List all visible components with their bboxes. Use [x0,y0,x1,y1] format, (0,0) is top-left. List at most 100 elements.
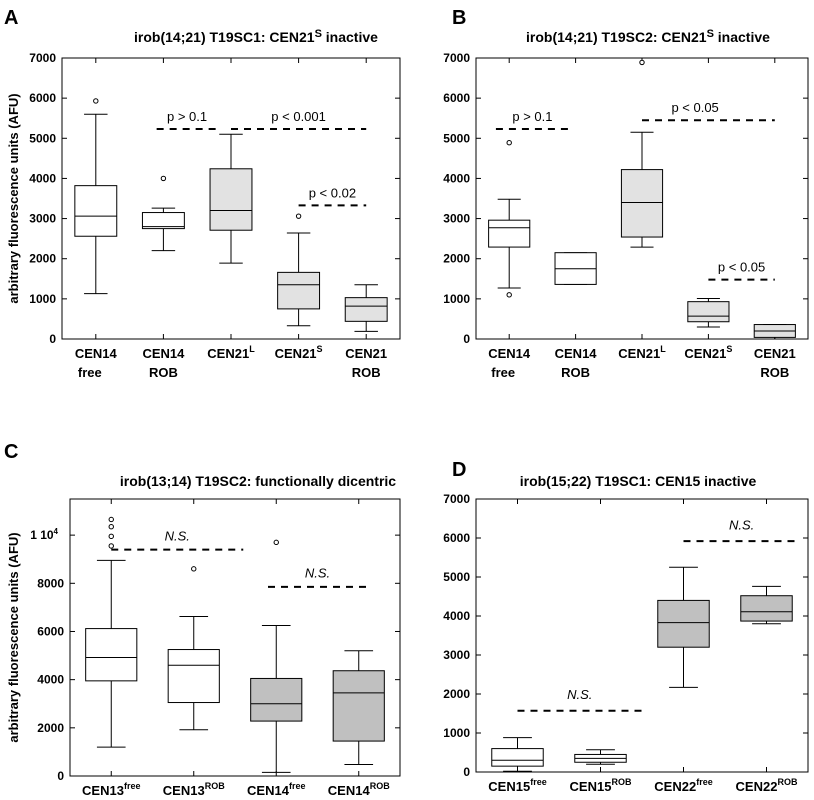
x-category-name: CEN21 [754,346,796,361]
y-tick-label: 2000 [37,721,64,735]
outlier-point [295,213,302,219]
chart-title-main: irob(14;21) T19SC2: CEN21 [526,29,707,45]
outlier-point [108,543,114,549]
chart-title: irob(15;22) T19SC1: CEN15 inactive [520,473,757,489]
chart-title-suffix: inactive [714,29,770,45]
box-1 [85,516,138,748]
chart-title-suffix: inactive [322,29,378,45]
box-iqr [657,599,710,648]
x-category-label: CEN14 [488,346,531,361]
x-category-sub: ROB [352,365,381,380]
chart-title: irob(14;21) T19SC2: CEN21S inactive [526,28,770,45]
y-tick-label-base: 1 10 [30,528,54,542]
x-category-sup: S [726,344,732,354]
x-category-sup: ROB [777,777,798,787]
x-category-name: CEN14 [488,346,531,361]
chart-title: irob(13;14) T19SC2: functionally dicentr… [120,473,396,489]
y-axis-label: arbitrary fluorescence units (AFU) [6,532,21,742]
x-category-sup: ROB [205,781,226,791]
outlier-point [639,59,645,66]
x-category-name: CEN21 [207,346,249,361]
y-tick-label: 4000 [443,609,470,623]
box-iqr [85,628,138,682]
y-tick-label: 3000 [29,212,56,226]
x-category-label: CEN21S [275,344,323,361]
chart-title-sup: S [707,28,714,40]
chart-title-main: irob(14;21) T19SC1: CEN21 [134,29,315,45]
x-category-name: CEN21 [275,346,317,361]
x-category-name: CEN14 [247,783,290,798]
significance-label: p > 0.1 [167,109,207,124]
y-tick-label: 5000 [443,131,470,145]
y-tick-label: 6000 [37,624,64,638]
x-category-sup: ROB [370,781,391,791]
y-tick-label: 4000 [443,171,470,185]
x-category-sub: free [491,365,515,380]
box-5 [344,284,388,332]
y-tick-label: 7000 [443,492,470,506]
y-tick-label: 0 [49,332,56,346]
y-tick-label: 7000 [29,51,56,65]
y-tick-label: 2000 [443,252,470,266]
box-iqr [141,212,185,230]
y-tick-label: 0 [463,765,470,779]
box-5 [753,324,796,340]
box-4 [277,213,321,327]
significance-label: N.S. [165,528,190,543]
panel-letter: A [4,7,18,29]
y-tick-label: 2000 [29,252,56,266]
box-iqr [332,670,385,742]
x-category-label: CEN13free [82,781,140,798]
x-category-name: CEN21 [618,346,660,361]
x-category-name: CEN15 [570,779,612,794]
box-iqr [277,271,321,310]
x-category-name: CEN21 [345,346,387,361]
x-category-name: CEN13 [163,783,205,798]
x-category-sup: free [696,777,713,787]
x-category-label: CEN14 [142,346,185,361]
x-category-name: CEN15 [488,779,530,794]
x-category-sub: free [78,365,102,380]
significance-label: p < 0.05 [671,100,718,115]
chart-title-main: irob(13;14) T19SC2: functionally dicentr… [120,473,396,489]
y-tick-label: 3000 [443,212,470,226]
y-tick-label: 0 [463,332,470,346]
outlier-point [93,98,99,104]
x-category-label: CEN21L [207,344,255,361]
box-iqr [250,677,303,722]
x-category-label: CEN14 [75,346,118,361]
y-tick-label: 1000 [29,292,56,306]
x-category-sup: L [660,344,666,354]
significance-label: N.S. [567,687,592,702]
y-tick-label: 6000 [29,91,56,105]
box-3 [657,566,710,688]
box-3 [620,59,664,248]
x-category-name: CEN14 [75,346,118,361]
outlier-point [160,175,167,182]
x-category-label: CEN14free [247,781,305,798]
y-axis-label: arbitrary fluorescence units (AFU) [6,93,21,303]
significance-label: N.S. [729,518,754,533]
box-4 [740,585,793,625]
box-1 [74,98,118,295]
y-tick-label: 6000 [443,531,470,545]
box-4 [687,297,730,328]
plot-frame [475,498,809,773]
box-2 [167,566,220,731]
panel-letter: B [452,7,466,29]
x-category-sub: ROB [760,365,789,380]
x-category-name: CEN21 [684,346,726,361]
significance-label: p < 0.02 [309,185,356,200]
box-iqr [491,748,544,767]
x-category-name: CEN22 [736,779,778,794]
x-category-sup: free [289,781,306,791]
outlier-point [108,516,114,523]
significance-label: p < 0.001 [271,109,326,124]
x-category-sup: S [317,344,323,354]
x-category-label: CEN22free [654,777,712,794]
box-iqr [74,185,118,237]
x-category-name: CEN14 [555,346,598,361]
